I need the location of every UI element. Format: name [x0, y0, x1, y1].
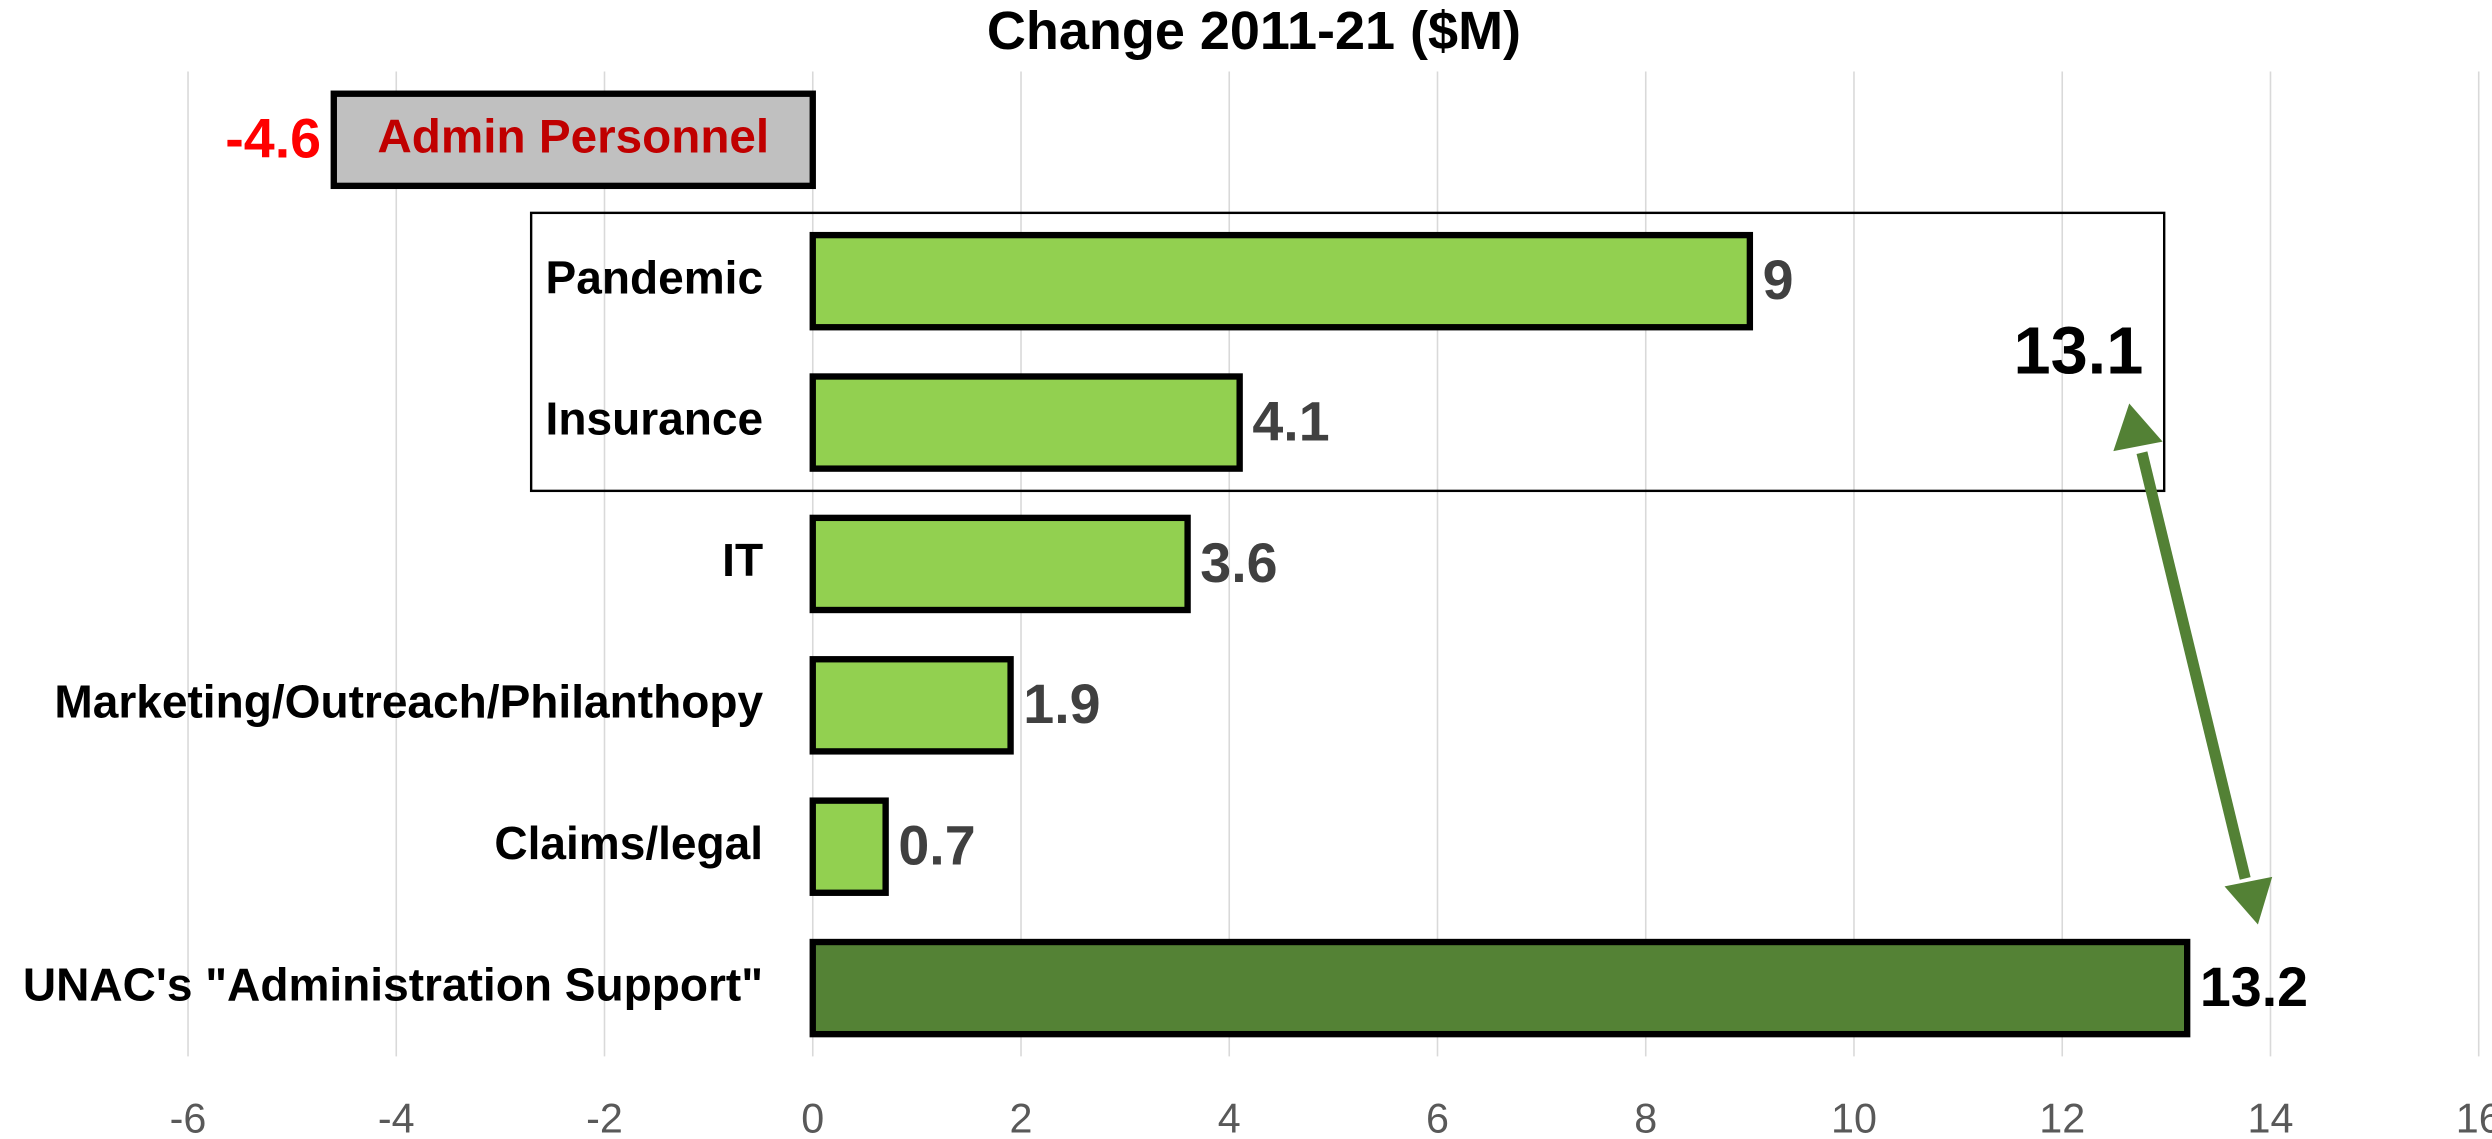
- x-tick-label: 16: [2456, 1095, 2492, 1139]
- value-label: 3.6: [1200, 532, 1277, 594]
- value-label: 9: [1763, 249, 1794, 311]
- value-label: 4.1: [1252, 390, 1329, 452]
- x-tick-label: 12: [2039, 1095, 2085, 1139]
- bar: [330, 90, 816, 190]
- x-tick-label: 6: [1426, 1095, 1449, 1139]
- x-tick-label: 10: [1831, 1095, 1877, 1139]
- x-tick-label: 2: [1010, 1095, 1033, 1139]
- x-tick-label: 4: [1218, 1095, 1241, 1139]
- bar: [809, 514, 1191, 614]
- category-label: Marketing/Outreach/Philanthopy: [54, 675, 763, 727]
- chart-title: Change 2011-21 ($M): [987, 1, 1521, 61]
- x-tick-label: -6: [170, 1095, 207, 1139]
- x-tick-label: 0: [801, 1095, 824, 1139]
- x-tick-label: -2: [586, 1095, 623, 1139]
- arrow-shaft: [2136, 451, 2251, 880]
- value-label: 13.2: [2200, 956, 2308, 1018]
- value-label: -4.6: [225, 108, 321, 170]
- arrowhead: [2113, 403, 2163, 452]
- bar: [809, 656, 1014, 755]
- arrowhead: [2224, 876, 2273, 925]
- category-label: Pandemic: [546, 251, 764, 303]
- x-tick-label: 8: [1634, 1095, 1657, 1139]
- bar: [809, 373, 1243, 472]
- category-label: IT: [722, 534, 763, 586]
- bar: [809, 231, 1754, 331]
- group-box: [529, 211, 2166, 493]
- bar: [809, 938, 2191, 1038]
- category-label: Insurance: [546, 393, 764, 445]
- bar: [809, 797, 889, 896]
- x-tick-label: -4: [378, 1095, 415, 1139]
- value-label: 0.7: [898, 815, 975, 877]
- annotation: 13.1: [2013, 314, 2143, 388]
- x-tick-label: 14: [2248, 1095, 2294, 1139]
- category-label: Claims/legal: [494, 817, 763, 869]
- category-label: UNAC's "Administration Support": [23, 958, 763, 1010]
- value-label: 1.9: [1023, 673, 1100, 735]
- category-label: Admin Personnel: [377, 110, 769, 163]
